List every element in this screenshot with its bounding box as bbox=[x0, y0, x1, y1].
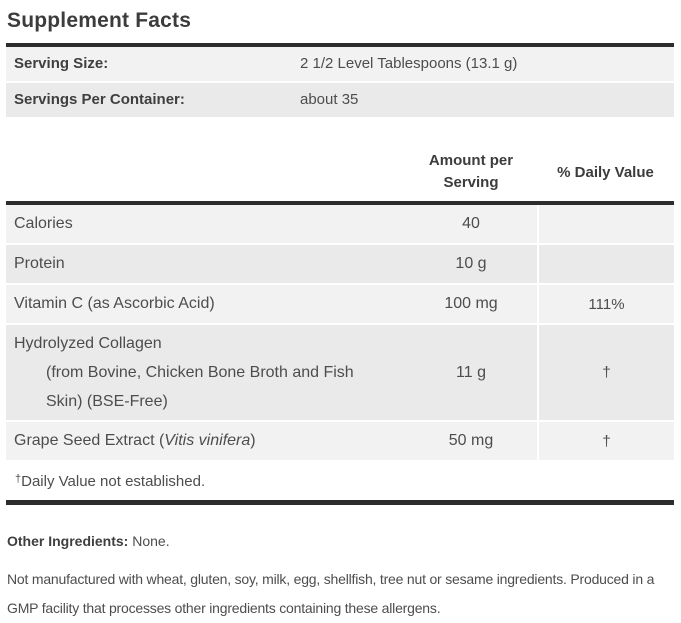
nutrient-name: Hydrolyzed Collagen (from Bovine, Chicke… bbox=[6, 325, 405, 420]
nutrient-name-suffix: ) bbox=[250, 432, 256, 449]
nutrient-name-main: Hydrolyzed Collagen bbox=[14, 335, 162, 352]
nutrient-amount: 50 mg bbox=[448, 432, 494, 449]
serving-size-label: Serving Size: bbox=[14, 55, 109, 72]
nutrient-rows: Calories 40 Protein 10 g Vitamin C (as A… bbox=[6, 205, 674, 462]
other-ingredients-value: None. bbox=[132, 533, 170, 549]
nutrient-amount: 40 bbox=[462, 215, 480, 232]
bottom-divider-bar bbox=[6, 500, 674, 505]
facts-box: Serving Size: 2 1/2 Level Tablespoons (1… bbox=[6, 43, 674, 505]
other-ingredients-line: Other Ingredients: None. bbox=[7, 532, 681, 550]
nutrient-daily-value bbox=[537, 205, 674, 243]
nutrient-daily-value: 111% bbox=[537, 285, 674, 323]
nutrient-name: Calories bbox=[14, 215, 73, 232]
servings-per-container-label: Servings Per Container: bbox=[14, 91, 185, 108]
nutrient-name-botanical: Vitis vinifera bbox=[164, 432, 251, 449]
top-divider-bar bbox=[6, 43, 674, 47]
servings-per-container-row: Servings Per Container: about 35 bbox=[6, 83, 674, 117]
table-row-grape-seed-extract: Grape Seed Extract (Vitis vinifera) 50 m… bbox=[6, 422, 674, 462]
panel-title: Supplement Facts bbox=[7, 9, 192, 32]
header-divider-bar bbox=[6, 201, 674, 205]
nutrient-amount: 11 g bbox=[456, 363, 486, 381]
nutrient-daily-value: † bbox=[537, 422, 674, 460]
nutrient-daily-value bbox=[537, 245, 674, 283]
footnote-text: Daily Value not established. bbox=[21, 473, 206, 490]
serving-size-row: Serving Size: 2 1/2 Level Tablespoons (1… bbox=[6, 47, 674, 83]
amount-header-line1: Amount per bbox=[428, 152, 514, 169]
table-column-headers: Amount per Serving % Daily Value bbox=[6, 117, 674, 201]
other-ingredients-label: Other Ingredients: bbox=[7, 533, 129, 549]
nutrient-name: Protein bbox=[14, 255, 65, 272]
table-row-calories: Calories 40 bbox=[6, 205, 674, 245]
serving-size-value: 2 1/2 Level Tablespoons (13.1 g) bbox=[300, 55, 518, 72]
nutrient-name: Vitamin C (as Ascorbic Acid) bbox=[14, 295, 215, 312]
table-row-vitamin-c: Vitamin C (as Ascorbic Acid) 100 mg 111% bbox=[6, 285, 674, 325]
serving-info-section: Serving Size: 2 1/2 Level Tablespoons (1… bbox=[6, 47, 674, 117]
table-row-protein: Protein 10 g bbox=[6, 245, 674, 285]
servings-per-container-value: about 35 bbox=[300, 91, 359, 108]
daily-value-footnote: †Daily Value not established. bbox=[6, 462, 674, 500]
table-row-hydrolyzed-collagen: Hydrolyzed Collagen (from Bovine, Chicke… bbox=[6, 325, 674, 422]
nutrient-name-detail: (from Bovine, Chicken Bone Broth and Fis… bbox=[46, 364, 354, 410]
dagger-symbol: † bbox=[15, 473, 22, 485]
nutrient-name-prefix: Grape Seed Extract ( bbox=[14, 432, 165, 449]
daily-value-header: % Daily Value bbox=[557, 163, 654, 181]
nutrient-daily-value: † bbox=[537, 325, 674, 420]
nutrient-amount: 100 mg bbox=[444, 295, 498, 312]
amount-header-line2: Serving bbox=[443, 174, 499, 191]
allergen-statement: Not manufactured with wheat, gluten, soy… bbox=[7, 571, 655, 616]
nutrient-amount: 10 g bbox=[455, 255, 487, 272]
amount-per-serving-header: Amount per Serving bbox=[405, 150, 537, 194]
nutrient-name: Grape Seed Extract (Vitis vinifera) bbox=[6, 422, 405, 460]
